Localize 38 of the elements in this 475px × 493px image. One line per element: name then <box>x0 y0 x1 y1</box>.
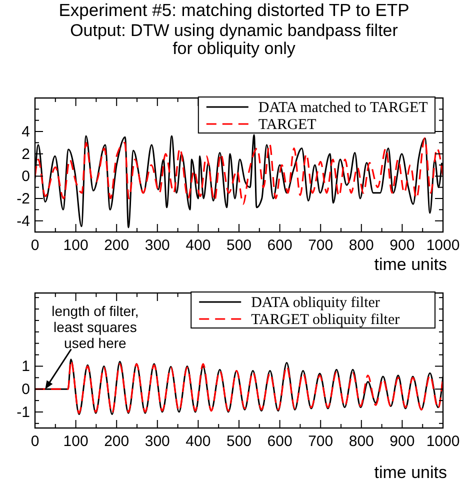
y-tick-label: 4 <box>22 124 30 140</box>
x-tick-label: 700 <box>308 237 334 254</box>
x-tick-label: 100 <box>63 433 88 450</box>
x-axis-title: time units <box>374 463 447 482</box>
x-tick-label: 600 <box>267 433 292 450</box>
legend-label: TARGET <box>258 117 316 133</box>
x-tick-label: 100 <box>63 237 88 254</box>
x-tick-label: 300 <box>144 433 170 450</box>
y-tick-label: 0 <box>22 381 30 398</box>
line-series <box>35 137 443 205</box>
legend-label: DATA matched to TARGET <box>258 100 428 116</box>
x-tick-label: 700 <box>308 433 334 450</box>
legend-label: DATA obliquity filter <box>251 295 380 311</box>
y-tick-label: 2 <box>22 146 30 163</box>
y-tick-label: -4 <box>16 212 30 230</box>
x-tick-label: 1000 <box>426 433 460 450</box>
legend-label: TARGET obliquity filter <box>251 312 400 328</box>
x-tick-label: 500 <box>226 237 252 254</box>
x-tick-label: 800 <box>348 433 374 450</box>
chart-title: Experiment #5: matching distorted TP to ETP <box>58 0 410 20</box>
x-tick-label: 400 <box>186 237 211 254</box>
y-tick-label: 1 <box>22 358 30 376</box>
x-tick-label: 500 <box>226 433 252 450</box>
chart-subtitle: Output: DTW using dynamic bandpass filter for obliquity only <box>70 21 398 58</box>
x-tick-label: 1000 <box>426 237 460 254</box>
x-tick-label: 900 <box>390 237 415 254</box>
y-tick-label: 0 <box>22 168 30 186</box>
x-tick-label: 200 <box>104 433 130 450</box>
x-tick-label: 800 <box>348 237 374 254</box>
x-tick-label: 900 <box>390 433 415 450</box>
y-tick-label: -1 <box>16 404 30 421</box>
x-axis-title: time units <box>374 255 447 274</box>
x-tick-label: 600 <box>267 237 292 254</box>
x-tick-label: 300 <box>144 237 170 254</box>
x-tick-label: 400 <box>186 433 211 450</box>
x-tick-label: 200 <box>104 237 130 254</box>
y-tick-label: -2 <box>16 190 30 208</box>
annotation: length of filter, least squares used here <box>52 303 139 352</box>
